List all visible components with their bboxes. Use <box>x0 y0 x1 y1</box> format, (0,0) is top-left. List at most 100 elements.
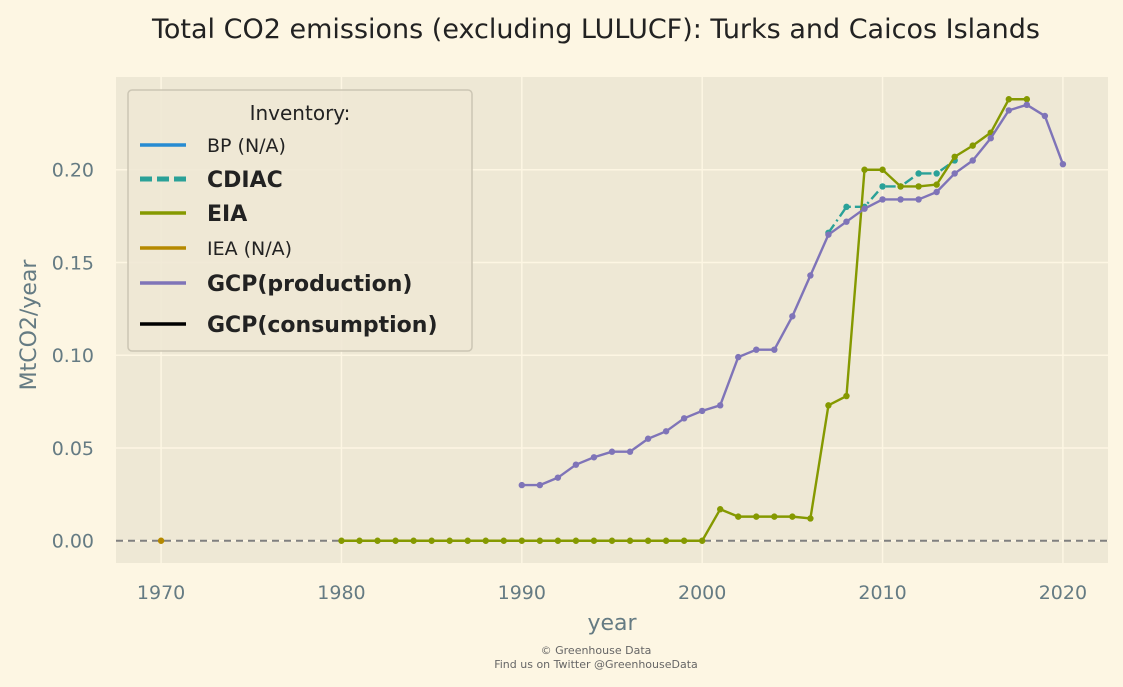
data-point-gcp-production <box>987 135 994 142</box>
data-point-eia <box>446 537 453 544</box>
data-point-gcp-production <box>753 346 760 353</box>
data-point-eia <box>897 183 904 190</box>
data-point-eia <box>879 166 886 173</box>
data-point-iea-n-a <box>157 537 165 544</box>
data-point-gcp-production <box>608 448 616 455</box>
data-point-eia <box>644 537 652 544</box>
x-tick-label: 2000 <box>678 582 726 604</box>
data-point-eia <box>680 537 688 544</box>
y-tick-label: 0.00 <box>52 531 94 553</box>
data-point-gcp-production <box>626 448 634 455</box>
data-point-gcp-production <box>1023 101 1031 109</box>
x-tick-label: 1990 <box>498 582 546 604</box>
data-point-eia <box>482 537 489 544</box>
x-tick-label: 2020 <box>1039 582 1087 604</box>
data-point-gcp-production <box>572 461 580 468</box>
data-point-gcp-production <box>518 481 526 489</box>
data-point-eia <box>771 513 778 520</box>
data-point-gcp-production <box>644 435 652 442</box>
data-point-eia <box>843 392 850 400</box>
data-point-eia <box>536 537 544 544</box>
data-point-gcp-production <box>879 196 886 203</box>
legend-entry: CDIAC <box>140 168 283 193</box>
data-point-eia <box>915 183 922 190</box>
data-point-eia <box>735 513 742 520</box>
data-point-gcp-production <box>807 272 814 279</box>
data-point-eia <box>825 402 832 409</box>
data-point-gcp-production <box>680 415 688 422</box>
data-point-eia <box>356 537 363 544</box>
data-point-gcp-production <box>1041 112 1049 120</box>
data-point-gcp-production <box>951 170 958 177</box>
data-point-eia <box>374 537 381 544</box>
data-point-eia <box>662 537 670 544</box>
data-point-cdiac <box>933 170 940 177</box>
data-point-cdiac <box>879 183 886 190</box>
legend-label: BP (N/A) <box>207 135 286 157</box>
data-point-eia <box>951 153 958 160</box>
data-point-eia <box>789 513 796 520</box>
x-tick-label: 1980 <box>317 582 365 604</box>
data-point-eia <box>428 537 435 544</box>
y-tick-label: 0.05 <box>52 438 94 460</box>
data-point-eia <box>518 537 526 544</box>
legend-title: Inventory: <box>250 101 351 125</box>
data-point-eia <box>500 537 507 544</box>
data-point-gcp-production <box>897 196 904 203</box>
series-eia <box>338 96 1031 544</box>
data-point-gcp-production <box>933 188 940 196</box>
series-iea-n-a <box>157 537 165 544</box>
data-point-eia <box>717 506 724 513</box>
data-point-cdiac <box>915 170 922 177</box>
data-point-eia <box>969 142 976 149</box>
data-point-gcp-production <box>1059 160 1067 168</box>
data-point-gcp-production <box>789 313 796 320</box>
data-point-gcp-production <box>590 454 598 461</box>
x-axis-label: year <box>587 611 637 636</box>
data-point-eia <box>590 537 598 544</box>
data-point-eia <box>392 537 399 544</box>
data-point-gcp-production <box>735 353 742 361</box>
legend-label: CDIAC <box>207 168 283 193</box>
data-point-gcp-production <box>969 157 976 164</box>
data-point-eia <box>554 537 562 544</box>
data-point-gcp-production <box>825 231 832 238</box>
data-point-gcp-production <box>717 402 724 409</box>
data-point-eia <box>698 537 706 544</box>
credit-line-2: Find us on Twitter @GreenhouseData <box>494 658 698 671</box>
legend-entry: GCP(consumption) <box>140 313 438 338</box>
data-series <box>157 96 1067 544</box>
data-point-eia <box>861 166 868 173</box>
data-point-gcp-production <box>554 474 562 481</box>
x-tick-label: 2010 <box>858 582 906 604</box>
legend-entry: IEA (N/A) <box>140 238 292 260</box>
y-tick-label: 0.15 <box>52 252 94 274</box>
data-point-eia <box>1023 96 1031 103</box>
data-point-eia <box>1005 96 1012 103</box>
data-point-gcp-production <box>698 407 706 415</box>
data-point-eia <box>933 181 940 188</box>
credit-line-1: © Greenhouse Data <box>541 644 652 657</box>
y-axis-ticks: 0.00 0.05 0.10 0.15 0.20 <box>52 160 94 553</box>
y-tick-label: 0.20 <box>52 160 94 182</box>
y-axis-label: MtCO2/year <box>17 259 42 391</box>
data-point-cdiac <box>843 203 850 211</box>
x-axis-ticks: 1970 1980 1990 2000 2010 2020 <box>137 582 1087 604</box>
legend-label: IEA (N/A) <box>207 238 292 260</box>
legend-entry: BP (N/A) <box>140 135 286 157</box>
data-point-eia <box>807 515 814 522</box>
data-point-gcp-production <box>771 346 778 353</box>
data-point-gcp-production <box>1005 107 1012 114</box>
data-point-eia <box>626 537 634 544</box>
data-point-eia <box>410 537 417 544</box>
y-tick-label: 0.10 <box>52 345 94 367</box>
x-tick-label: 1970 <box>137 582 185 604</box>
data-point-gcp-production <box>662 428 670 435</box>
legend-entry: EIA <box>140 202 247 227</box>
data-point-eia <box>464 537 471 544</box>
legend-entry: GCP(production) <box>140 272 412 297</box>
data-point-gcp-production <box>915 196 922 203</box>
data-point-gcp-production <box>536 481 544 489</box>
legend-label: EIA <box>207 202 247 227</box>
